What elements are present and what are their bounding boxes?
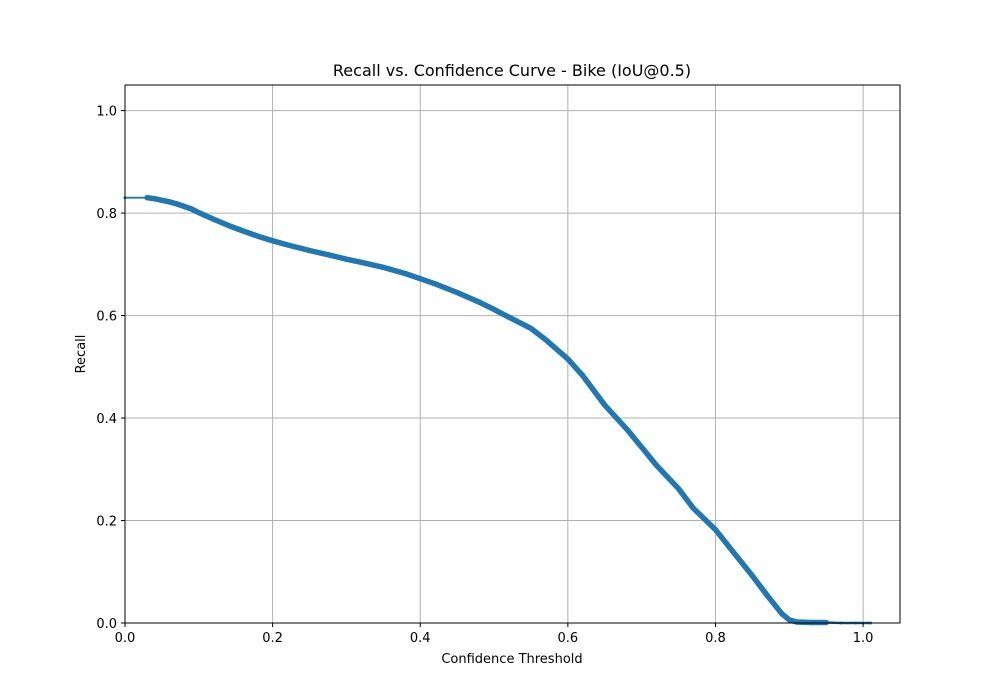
data-point (166, 199, 172, 205)
data-point (565, 356, 571, 362)
data-point (727, 545, 733, 551)
data-point (358, 259, 364, 265)
x-tick-label: 0.4 (410, 631, 431, 646)
data-point (343, 256, 350, 262)
data-point (432, 281, 438, 287)
x-axis-label: Confidence Threshold (441, 652, 582, 667)
data-point (808, 619, 815, 626)
data-point (786, 617, 792, 623)
data-point (210, 216, 217, 222)
series-layer (123, 194, 872, 626)
grid (124, 85, 900, 624)
y-tick-label: 0.6 (96, 310, 117, 325)
y-tick-label: 0.2 (96, 515, 117, 530)
data-point (188, 206, 195, 212)
data-point (181, 203, 187, 210)
data-point (284, 242, 290, 248)
series-line (144, 194, 829, 626)
data-point (712, 527, 719, 533)
data-point (417, 276, 423, 282)
data-point (306, 247, 313, 254)
data-point (823, 619, 829, 626)
data-point (528, 325, 534, 331)
data-point (543, 337, 549, 343)
data-point (174, 201, 180, 207)
data-point (580, 372, 586, 379)
data-point (653, 462, 660, 468)
plot-frame (124, 84, 901, 624)
x-tick-label: 0.2 (262, 631, 283, 646)
data-point (225, 222, 231, 228)
data-point (749, 573, 755, 579)
y-tick-label: 0.4 (96, 412, 117, 427)
data-point (144, 195, 150, 201)
data-point (602, 402, 608, 408)
x-tick-label: 1.0 (853, 631, 874, 646)
data-point (329, 253, 335, 259)
data-point (690, 505, 696, 511)
data-point (491, 306, 497, 313)
y-tick-label: 0.0 (96, 617, 117, 632)
y-axis-label: Recall (74, 335, 89, 374)
data-point (794, 619, 800, 625)
data-point (159, 197, 165, 203)
data-point (240, 228, 246, 234)
x-tick-label: 0.6 (558, 631, 579, 646)
data-point (255, 233, 261, 239)
data-point (402, 270, 409, 277)
data-point (380, 264, 386, 271)
chart-title: Recall vs. Confidence Curve - Bike (IoU@… (333, 61, 691, 80)
x-tick-label: 0.8 (705, 631, 726, 646)
data-point (764, 592, 770, 598)
ticks: 0.0 0.2 0.4 0.6 0.8 1.0 0.0 0.2 0.4 0.6 0.8 1.0 (96, 105, 873, 646)
data-point (779, 611, 785, 617)
data-point (270, 238, 276, 244)
data-point (639, 444, 645, 450)
y-tick-label: 1.0 (96, 105, 117, 120)
data-point (675, 486, 682, 492)
data-point (454, 289, 460, 296)
data-point (476, 299, 482, 305)
data-point (151, 196, 158, 202)
y-tick-label: 0.8 (96, 207, 117, 222)
data-point (624, 426, 630, 432)
data-point (196, 209, 202, 216)
x-tick-label: 0.0 (115, 631, 136, 646)
data-point (506, 314, 512, 320)
